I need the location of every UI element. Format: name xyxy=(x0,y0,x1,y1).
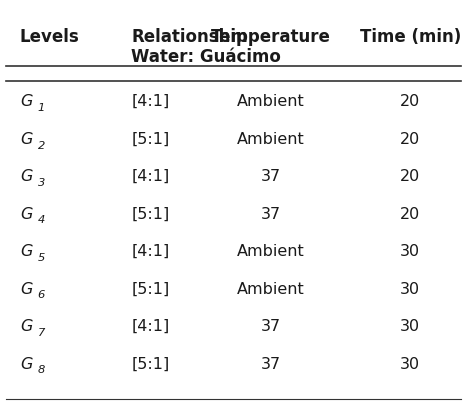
Text: 2: 2 xyxy=(37,140,45,150)
Text: 7: 7 xyxy=(37,327,45,337)
Text: 20: 20 xyxy=(400,94,420,109)
Text: 30: 30 xyxy=(400,318,420,333)
Text: [5:1]: [5:1] xyxy=(131,281,170,296)
Text: Ambient: Ambient xyxy=(237,131,305,146)
Text: G: G xyxy=(20,131,32,146)
Text: G: G xyxy=(20,318,32,333)
Text: 30: 30 xyxy=(400,281,420,296)
Text: 30: 30 xyxy=(400,243,420,258)
Text: G: G xyxy=(20,356,32,371)
Text: [5:1]: [5:1] xyxy=(131,356,170,371)
Text: 37: 37 xyxy=(261,318,281,333)
Text: [4:1]: [4:1] xyxy=(131,318,170,333)
Text: 8: 8 xyxy=(37,364,45,375)
Text: [5:1]: [5:1] xyxy=(131,131,170,146)
Text: Relationship: Relationship xyxy=(131,28,248,45)
Text: [4:1]: [4:1] xyxy=(131,169,170,184)
Text: Ambient: Ambient xyxy=(237,243,305,258)
Text: 3: 3 xyxy=(37,177,45,188)
Text: [4:1]: [4:1] xyxy=(131,94,170,109)
Text: 20: 20 xyxy=(400,131,420,146)
Text: 37: 37 xyxy=(261,206,281,221)
Text: 5: 5 xyxy=(37,252,45,262)
Text: 20: 20 xyxy=(400,206,420,221)
Text: G: G xyxy=(20,94,32,109)
Text: [4:1]: [4:1] xyxy=(131,243,170,258)
Text: 37: 37 xyxy=(261,356,281,371)
Text: Temperature: Temperature xyxy=(211,28,331,45)
Text: 6: 6 xyxy=(37,290,45,300)
Text: 20: 20 xyxy=(400,169,420,184)
Text: G: G xyxy=(20,243,32,258)
Text: Ambient: Ambient xyxy=(237,281,305,296)
Text: Time (min): Time (min) xyxy=(360,28,461,45)
Text: Levels: Levels xyxy=(20,28,80,45)
Text: 37: 37 xyxy=(261,169,281,184)
Text: 4: 4 xyxy=(37,215,45,225)
Text: 1: 1 xyxy=(37,103,45,113)
Text: Water: Guácimo: Water: Guácimo xyxy=(131,48,282,66)
Text: G: G xyxy=(20,169,32,184)
Text: 30: 30 xyxy=(400,356,420,371)
Text: G: G xyxy=(20,206,32,221)
Text: [5:1]: [5:1] xyxy=(131,206,170,221)
Text: G: G xyxy=(20,281,32,296)
Text: Ambient: Ambient xyxy=(237,94,305,109)
